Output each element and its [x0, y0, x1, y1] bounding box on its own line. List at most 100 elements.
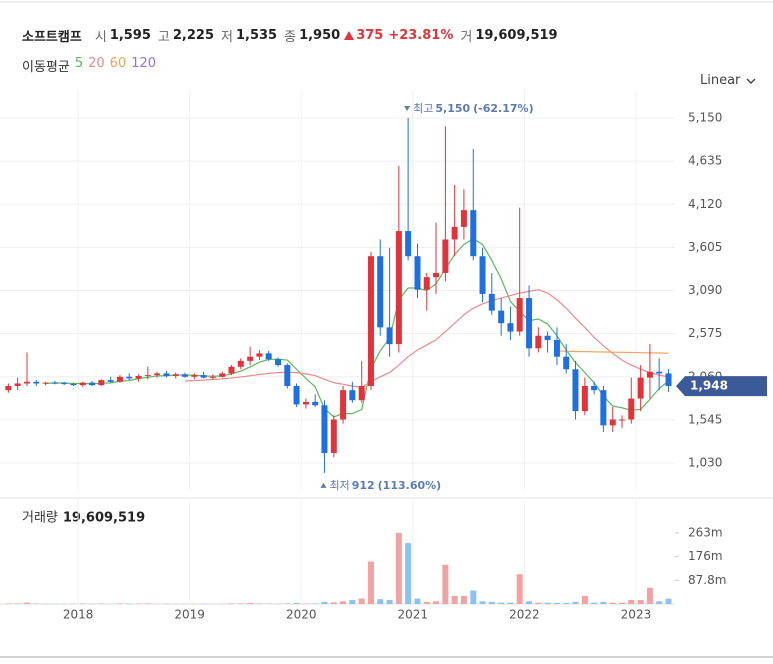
candle-body — [293, 385, 300, 405]
candle-body — [433, 272, 440, 278]
volume-bar — [460, 595, 467, 604]
annotation-value: 912 — [352, 479, 375, 492]
volume-bar — [144, 603, 151, 604]
stock-name: 소프트캠프 — [22, 30, 82, 45]
candle-body — [377, 256, 384, 328]
volume-tick-label: 87.8m — [688, 573, 726, 587]
candle-body — [572, 369, 579, 412]
volume-bar — [414, 598, 421, 604]
candle-body — [591, 385, 598, 391]
candle-body — [349, 390, 356, 401]
candle-body — [367, 256, 374, 386]
y-tick-label: 1,030 — [688, 456, 722, 470]
volume-bar — [14, 603, 21, 604]
candle-body — [535, 335, 542, 349]
candle-body — [302, 401, 309, 405]
volume-tick-label: 263m — [688, 525, 723, 539]
candle-body — [237, 360, 244, 367]
volume-bar — [507, 602, 514, 604]
volume-tick-label: 176m — [688, 549, 723, 563]
volume-bar — [516, 574, 523, 604]
candle-body — [275, 359, 282, 366]
candle-body — [544, 335, 551, 340]
x-tick-label: 2018 — [63, 608, 94, 622]
candle-body — [172, 374, 179, 376]
annotation-change: (-62.17%) — [473, 102, 533, 115]
legend-title: 이동평균 — [22, 60, 70, 75]
candle-body — [600, 390, 607, 426]
y-tick-label: 3,605 — [688, 240, 722, 254]
candle-body — [51, 382, 58, 384]
annotation-value: 5,150 — [435, 102, 470, 115]
candle-body — [340, 390, 347, 420]
y-tick-label: 1,545 — [688, 412, 722, 426]
price-badge-label: 1,948 — [690, 379, 728, 393]
candle-body — [414, 256, 421, 290]
annotation-arrow — [404, 106, 411, 112]
candle-body — [181, 374, 188, 377]
candle-body — [200, 375, 207, 378]
candle-body — [516, 298, 523, 332]
y-tick-label: 5,150 — [688, 111, 722, 125]
scale-label[interactable]: Linear — [700, 73, 741, 88]
ma-line — [184, 289, 669, 388]
volume-bar — [563, 602, 570, 604]
stat-value: 1,950 — [299, 28, 341, 43]
candle-body — [330, 419, 337, 453]
candle-body — [126, 376, 133, 379]
volume-bar — [377, 599, 384, 604]
volume-bar — [302, 603, 309, 604]
annotation-arrow — [320, 482, 327, 488]
y-tick-label: 2,575 — [688, 326, 722, 340]
price-badge — [676, 376, 767, 397]
volume-bar — [479, 601, 486, 604]
candle-body — [154, 373, 161, 376]
volume-bar — [609, 602, 616, 604]
volume-total: 19,609,519 — [63, 511, 145, 526]
volume-bar — [228, 603, 235, 604]
volume-bar — [646, 587, 653, 604]
candle-body — [498, 310, 505, 324]
candle-body — [312, 401, 319, 406]
annotation-label: 최고 — [413, 102, 433, 115]
grid — [0, 90, 675, 604]
volume-bar — [405, 543, 412, 604]
candle-body — [526, 298, 533, 349]
candle-body — [470, 210, 477, 257]
volume-bar — [293, 602, 300, 604]
candle-body — [581, 385, 588, 412]
annotation-label: 최저 — [329, 479, 349, 492]
volume-bar — [637, 599, 644, 604]
legend-entry: 60 — [109, 56, 127, 71]
volume-bar — [395, 532, 402, 604]
x-tick-label: 2022 — [509, 608, 540, 622]
volume-bar — [591, 602, 598, 604]
x-tick-label: 2023 — [621, 608, 652, 622]
candle-body — [70, 383, 77, 386]
ma-legend: 이동평균 5 20 60 120 — [22, 56, 156, 75]
stat-key: 고 — [157, 30, 170, 45]
candle-body — [42, 382, 49, 384]
volume-bar — [284, 603, 291, 604]
stat-value: 2,225 — [172, 28, 214, 43]
y-tick-label: 4,120 — [688, 197, 722, 211]
annotation-change: (113.60%) — [378, 479, 442, 492]
volume-bar — [488, 601, 495, 604]
candle-body — [219, 373, 226, 377]
candle-body — [637, 377, 644, 399]
candle-body — [191, 375, 198, 377]
candle-body — [386, 327, 393, 345]
chevron — [746, 78, 756, 84]
legend-entry: 20 — [88, 56, 105, 71]
volume-bar — [526, 601, 533, 604]
volume-bar — [423, 601, 430, 604]
volume-bar — [386, 599, 393, 604]
volume-bar — [237, 603, 244, 604]
candle-body — [144, 375, 151, 377]
candle-body — [24, 381, 30, 384]
scale-dropdown[interactable]: Linear — [700, 73, 756, 88]
candle-body — [107, 380, 114, 382]
candle-body — [423, 277, 430, 290]
candle-body — [460, 210, 467, 227]
volume-key: 거 — [460, 30, 473, 45]
